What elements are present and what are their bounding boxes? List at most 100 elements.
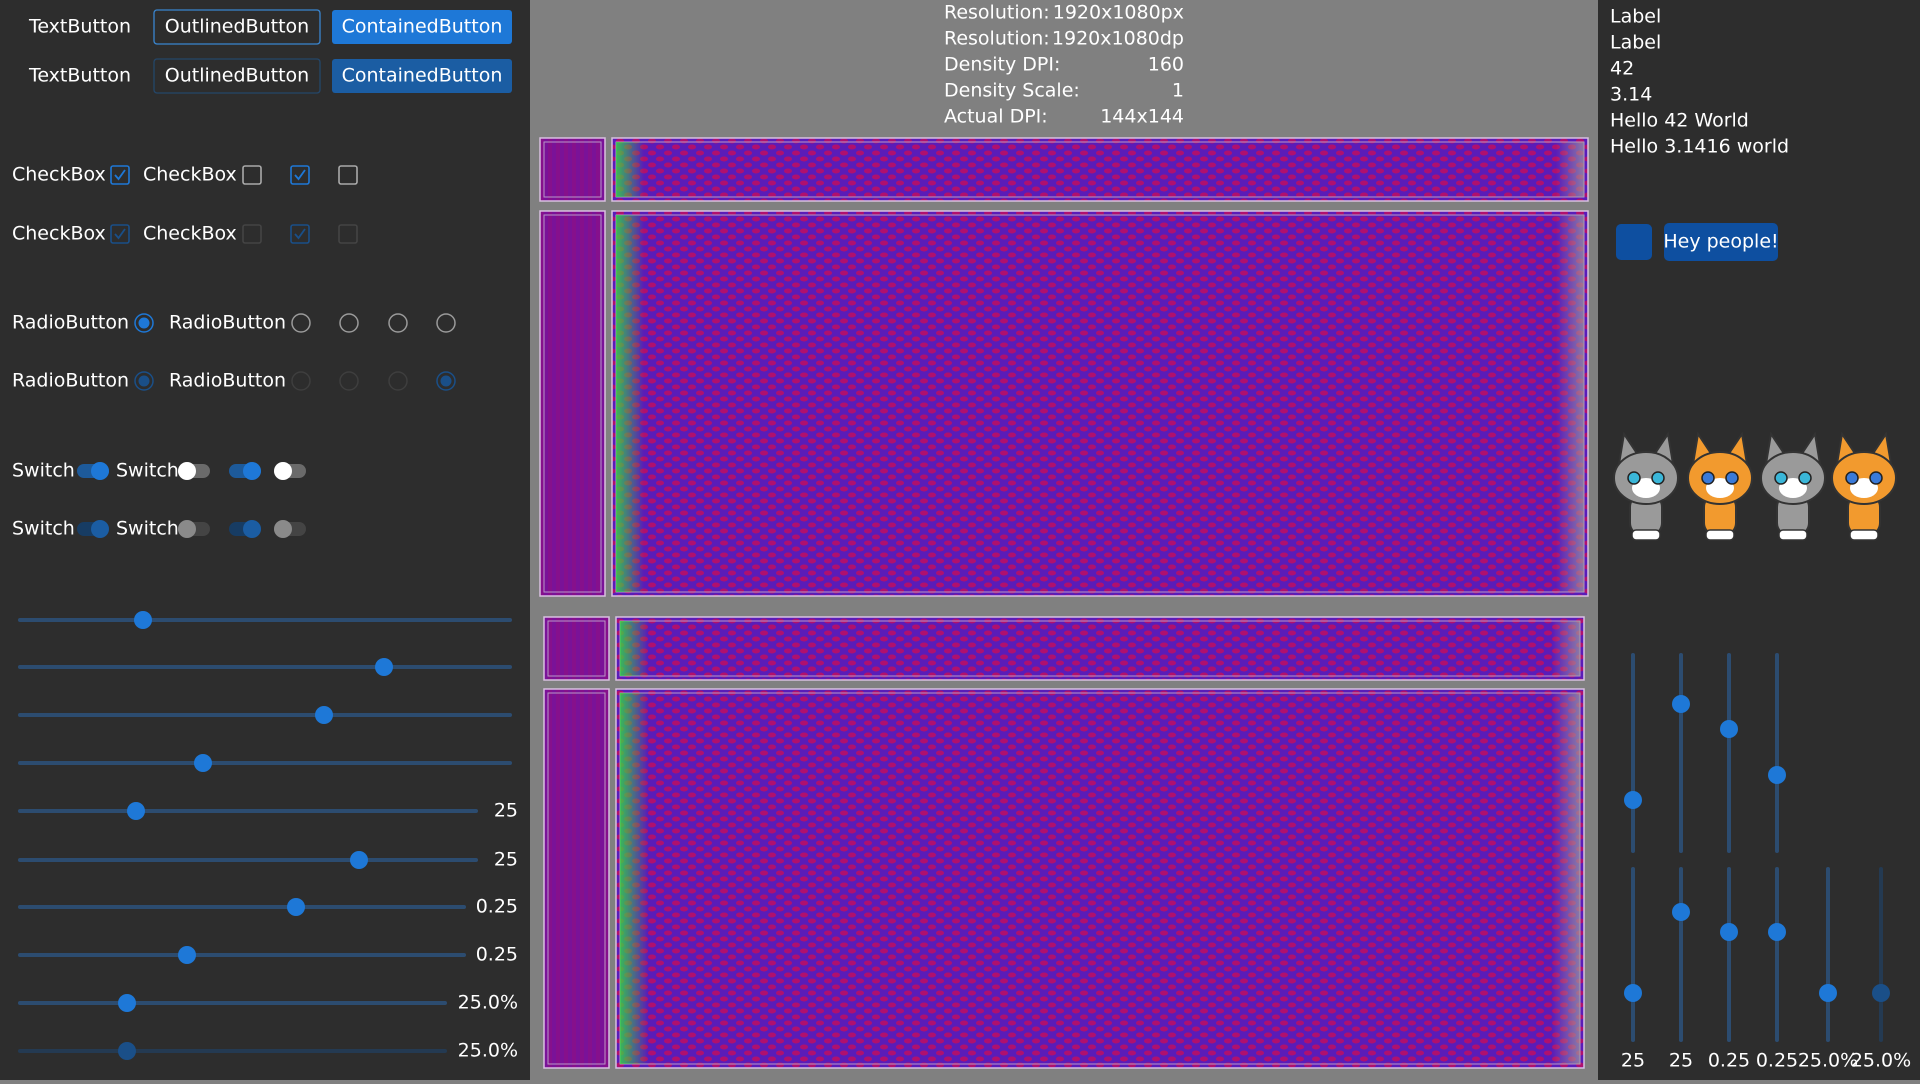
- slider-thumb[interactable]: [134, 611, 152, 629]
- slider-track[interactable]: [18, 858, 478, 862]
- vslider-track[interactable]: [1679, 653, 1683, 853]
- vslider-track[interactable]: [1826, 867, 1830, 1042]
- checkbox[interactable]: [110, 224, 130, 244]
- checkbox-label: CheckBox: [12, 223, 106, 245]
- vslider-thumb[interactable]: [1872, 984, 1890, 1002]
- vslider-thumb[interactable]: [1624, 791, 1642, 809]
- checkbox[interactable]: [338, 165, 358, 185]
- cat-feet: [1849, 529, 1879, 541]
- slider-track[interactable]: [18, 1049, 447, 1053]
- vslider-thumb[interactable]: [1624, 984, 1642, 1002]
- outlined-button[interactable]: OutlinedButton: [165, 16, 309, 38]
- render-panel: [539, 210, 606, 597]
- slider-thumb[interactable]: [127, 802, 145, 820]
- hey-button[interactable]: Hey people!: [1663, 231, 1778, 253]
- slider-track[interactable]: [18, 809, 478, 813]
- switch-label: Switch: [12, 518, 75, 540]
- panel-glow: [616, 215, 644, 592]
- slider-thumb[interactable]: [315, 706, 333, 724]
- checkbox[interactable]: [110, 165, 130, 185]
- slider-track[interactable]: [18, 665, 512, 669]
- checkbox[interactable]: [242, 224, 262, 244]
- radio-button[interactable]: [436, 313, 456, 333]
- vslider-track[interactable]: [1775, 867, 1779, 1042]
- outlined-button-frame: [153, 58, 321, 94]
- slider-thumb[interactable]: [375, 658, 393, 676]
- vslider-track[interactable]: [1631, 867, 1635, 1042]
- radio-button[interactable]: [339, 313, 359, 333]
- color-button[interactable]: [1616, 224, 1652, 260]
- panel-glow: [620, 621, 648, 676]
- radio-dot: [138, 375, 150, 387]
- cat-feet: [1778, 529, 1808, 541]
- hey-button-frame[interactable]: [1664, 223, 1778, 261]
- radio-button[interactable]: [388, 313, 408, 333]
- outlined-button[interactable]: OutlinedButton: [165, 65, 309, 87]
- vslider-thumb[interactable]: [1819, 984, 1837, 1002]
- slider-value: 25.0%: [458, 992, 518, 1014]
- contained-button[interactable]: ContainedButton: [342, 65, 503, 87]
- slider-thumb[interactable]: [118, 1042, 136, 1060]
- slider-track[interactable]: [18, 1001, 447, 1005]
- left-panel: [0, 0, 530, 1080]
- radio-button[interactable]: [388, 371, 408, 391]
- cat-eye: [1701, 471, 1715, 485]
- radio-button[interactable]: [436, 371, 456, 391]
- slider-track[interactable]: [18, 713, 512, 717]
- checkbox[interactable]: [290, 224, 310, 244]
- vslider-thumb[interactable]: [1672, 903, 1690, 921]
- text-button[interactable]: TextButton: [28, 16, 131, 38]
- checkbox[interactable]: [338, 224, 358, 244]
- radio-button[interactable]: [291, 313, 311, 333]
- info-value: 1920x1080dp: [1052, 28, 1184, 50]
- label: Hello 3.1416 world: [1610, 136, 1789, 158]
- slider-track[interactable]: [18, 618, 512, 622]
- slider-track[interactable]: [18, 953, 466, 957]
- render-panel: [615, 688, 1585, 1069]
- outlined-button-frame: [153, 9, 321, 45]
- vslider-thumb[interactable]: [1672, 695, 1690, 713]
- radio-button[interactable]: [134, 313, 154, 333]
- slider-thumb[interactable]: [178, 946, 196, 964]
- contained-button-frame: [332, 59, 512, 93]
- vslider-track[interactable]: [1727, 653, 1731, 853]
- panel-glow: [1556, 215, 1584, 592]
- cat-eye: [1774, 471, 1788, 485]
- vslider-value: 25.0%: [1851, 1050, 1911, 1072]
- contained-button[interactable]: ContainedButton: [342, 16, 503, 38]
- radio-button[interactable]: [339, 371, 359, 391]
- slider-thumb[interactable]: [287, 898, 305, 916]
- info-value: 1920x1080px: [1053, 2, 1184, 24]
- checkbox-label: CheckBox: [143, 164, 237, 186]
- panel-glow: [616, 142, 644, 197]
- checkbox[interactable]: [242, 165, 262, 185]
- checkbox[interactable]: [290, 165, 310, 185]
- slider-track[interactable]: [18, 761, 512, 765]
- label: Label: [1610, 32, 1661, 54]
- vslider-thumb[interactable]: [1768, 766, 1786, 784]
- slider-thumb[interactable]: [118, 994, 136, 1012]
- cat-eye: [1798, 471, 1812, 485]
- slider-thumb[interactable]: [350, 851, 368, 869]
- text-button[interactable]: TextButton: [28, 65, 131, 87]
- vslider-track[interactable]: [1879, 867, 1883, 1042]
- vslider-thumb[interactable]: [1720, 720, 1738, 738]
- cat-feet: [1705, 529, 1735, 541]
- radio-button[interactable]: [291, 371, 311, 391]
- vslider-track[interactable]: [1679, 867, 1683, 1042]
- vslider-thumb[interactable]: [1720, 923, 1738, 941]
- render-panel: [611, 137, 1589, 202]
- vslider-track[interactable]: [1631, 653, 1635, 853]
- vslider-value: 0.25: [1756, 1050, 1798, 1072]
- vslider-track[interactable]: [1727, 867, 1731, 1042]
- render-panel: [543, 688, 610, 1069]
- vslider-thumb[interactable]: [1768, 923, 1786, 941]
- slider-track[interactable]: [18, 905, 466, 909]
- vslider-track[interactable]: [1775, 653, 1779, 853]
- radio-button[interactable]: [134, 371, 154, 391]
- label: Label: [1610, 6, 1661, 28]
- switch-knob: [243, 520, 261, 538]
- slider-thumb[interactable]: [194, 754, 212, 772]
- slider-value: 0.25: [476, 944, 518, 966]
